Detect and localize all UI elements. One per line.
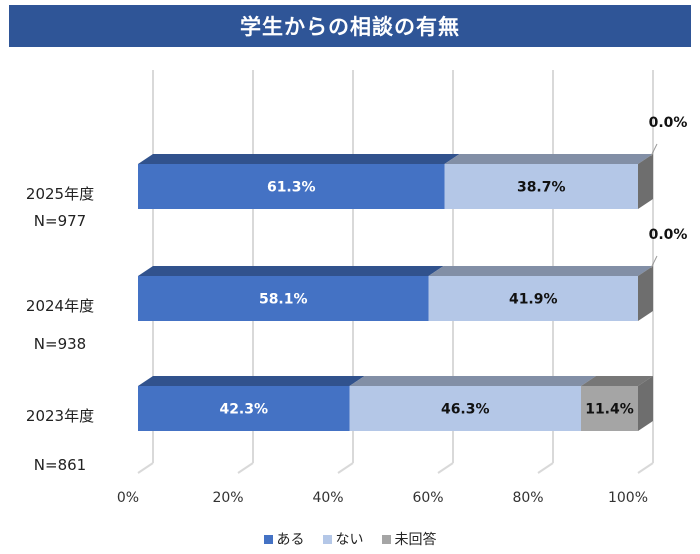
- legend-swatch: [381, 534, 391, 544]
- legend-item: ある: [263, 529, 305, 549]
- data-label: 61.3%: [267, 180, 316, 196]
- gridline-floor: [537, 462, 554, 474]
- bar-segment: [138, 386, 350, 431]
- category-label-n: N=977: [34, 212, 86, 230]
- x-tick-label: 100%: [608, 490, 648, 506]
- bar-end-face: [638, 266, 653, 321]
- data-label: 11.4%: [585, 402, 634, 418]
- chart-legend: ある ない 未回答: [0, 528, 700, 550]
- data-label: 42.3%: [219, 402, 268, 418]
- category-label-year: 2023年度: [26, 407, 94, 425]
- legend-label: 未回答: [394, 532, 437, 548]
- leader-line: [650, 255, 658, 269]
- gridline-floor: [637, 462, 654, 474]
- legend-swatch: [322, 534, 332, 544]
- bar-top-face: [444, 154, 653, 164]
- legend-item: 未回答: [381, 529, 437, 549]
- legend-label: ない: [335, 532, 364, 548]
- bar-end-face: [638, 154, 653, 209]
- category-label-year: 2024年度: [26, 297, 94, 315]
- data-label-zero: 0.0%: [649, 227, 688, 243]
- x-tick-label: 40%: [312, 490, 343, 506]
- chart-title-banner: 学生からの相談の有無: [9, 5, 691, 47]
- bar-segment: [428, 276, 638, 321]
- data-label-zero: 0.0%: [649, 115, 688, 131]
- bar-segment: [581, 386, 638, 431]
- data-label: 46.3%: [441, 402, 490, 418]
- category-label-year: 2025年度: [26, 185, 94, 203]
- bar-top-face: [581, 376, 653, 386]
- bar-top-face: [428, 266, 653, 276]
- gridline-floor: [437, 462, 454, 474]
- bar-segment: [138, 164, 445, 209]
- chart-plot: 0% 20% 40% 60% 80% 100% 2025年度 N=977 2024年度 N=938…: [26, 70, 688, 506]
- data-label: 58.1%: [259, 292, 308, 308]
- category-label-n: N=861: [34, 456, 86, 474]
- chart-title: 学生からの相談の有無: [240, 15, 460, 39]
- x-tick-label: 80%: [512, 490, 543, 506]
- x-tick-label: 20%: [212, 490, 243, 506]
- bar-top-face: [349, 376, 596, 386]
- bar-segment: [138, 276, 429, 321]
- leader-line: [650, 143, 658, 157]
- bar-top-face: [138, 266, 444, 276]
- data-label: 41.9%: [509, 292, 558, 308]
- bar-top-face: [138, 376, 365, 386]
- legend-swatch: [263, 534, 273, 544]
- legend-item: ない: [322, 529, 364, 549]
- x-tick-label: 0%: [117, 490, 139, 506]
- category-label-n: N=938: [34, 335, 86, 353]
- gridline-floor: [137, 462, 154, 474]
- bar-segment: [349, 386, 581, 431]
- gridline-floor: [337, 462, 354, 474]
- data-label: 38.7%: [517, 180, 566, 196]
- x-tick-label: 60%: [412, 490, 443, 506]
- bar-segment: [444, 164, 638, 209]
- legend-label: ある: [276, 532, 305, 548]
- gridline-floor: [237, 462, 254, 474]
- bar-top-face: [138, 154, 460, 164]
- bar-end-face: [638, 376, 653, 431]
